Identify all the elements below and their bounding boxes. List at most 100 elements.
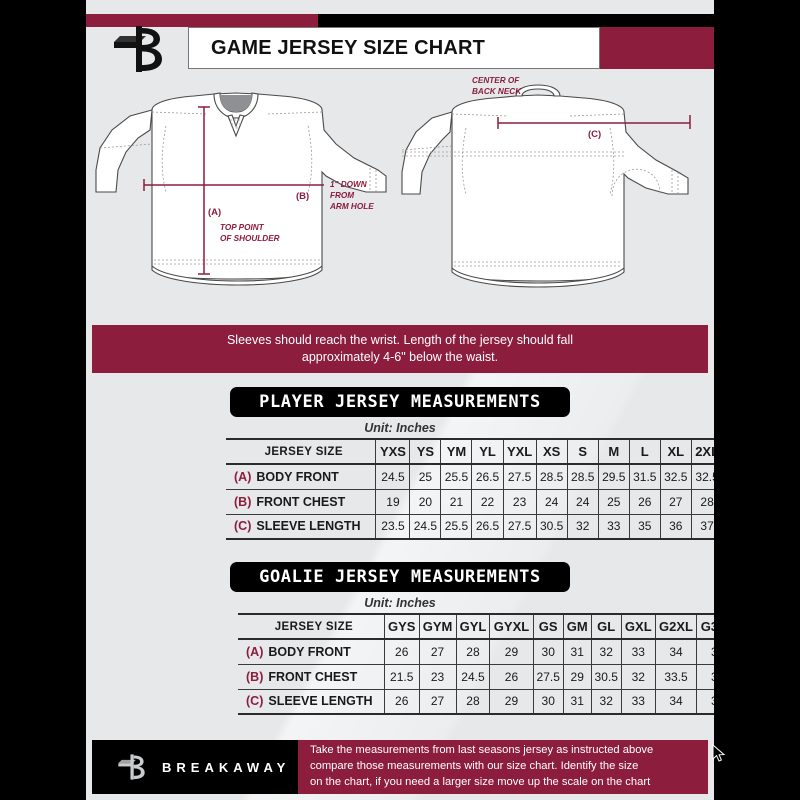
table-row: (B)FRONT CHEST192021222324242526272829	[226, 488, 714, 515]
measurement-cell: 24	[535, 488, 568, 515]
fit-note-line-1: Sleeves should reach the wrist. Length o…	[226, 333, 574, 348]
player-column-header: YXL	[502, 438, 537, 465]
measurement-cell: 34	[654, 688, 698, 715]
measurement-cell: 30	[532, 688, 564, 715]
goalie-row-header: JERSEY SIZE	[238, 613, 385, 640]
measurement-cell: 23.5	[375, 513, 411, 540]
measurement-cell: 30.5	[590, 663, 622, 690]
measurement-cell: 28	[455, 688, 491, 715]
goalie-column-header: GYS	[383, 613, 420, 640]
goalie-row-label: (B) FRONT CHEST	[238, 663, 385, 690]
measurement-cell: 36	[659, 513, 692, 540]
back-label-c-line2: BACK NECK	[472, 87, 522, 96]
measurement-cell: 26.5	[471, 463, 504, 490]
footer-logo-block: BREAKAWAY	[92, 740, 298, 794]
front-label-b-line1: 1" DOWN	[330, 180, 368, 189]
measurement-cell: 28.5	[535, 463, 568, 490]
measurement-cell: 21.5	[383, 663, 420, 690]
measurement-cell: 32.5	[690, 463, 714, 490]
footer-instruction-line-2: compare those measurements with our size…	[310, 760, 639, 773]
breakaway-b-logo-icon	[114, 752, 148, 782]
measurement-cell: 25.5	[440, 513, 473, 540]
table-row: (C) SLEEVE LENGTH 23.5 24.5 25.5 26.5 27.5 30.5…	[226, 513, 714, 540]
front-label-a-line2: OF SHOULDER	[220, 234, 280, 243]
measurement-cell: 28	[455, 638, 491, 665]
measurement-cell: 32	[566, 513, 599, 540]
measurement-cell: 26	[489, 663, 534, 690]
measurement-cell: 23	[418, 663, 457, 690]
goalie-row-label: (A) BODY FRONT	[238, 638, 385, 665]
measurement-cell: 24.5	[375, 463, 411, 490]
player-measurements-table: JERSEY SIZEYXSYSYMYLYXLXSSMLXL2XL3XL (A)…	[226, 438, 714, 540]
measurement-cell: 31	[562, 688, 592, 715]
goalie-unit-label: Unit: Inches	[364, 596, 436, 610]
goalie-column-header: GYXL	[489, 613, 534, 640]
measurement-cell: 26	[383, 638, 420, 665]
goalie-measurements-table: JERSEY SIZEGYSGYMGYLGYXLGSGMGLGXLG2XLG3X…	[238, 613, 714, 715]
goalie-section-title: GOALIE JERSEY MEASUREMENTS	[230, 562, 570, 592]
player-column-header: S	[566, 438, 599, 465]
footer-instruction-line-1: Take the measurements from last seasons …	[310, 744, 654, 757]
jersey-diagrams: .jo { fill:#ffffff; stroke:#4a4a4a; stro…	[86, 74, 714, 316]
player-section-title: PLAYER JERSEY MEASUREMENTS	[230, 387, 570, 417]
measurement-cell: 30	[532, 638, 564, 665]
measurement-tag: (C)	[246, 694, 264, 709]
player-column-header: YXS	[375, 438, 411, 465]
footer-brand-name: BREAKAWAY	[162, 759, 291, 775]
back-label-c-line1: CENTER OF	[472, 76, 520, 85]
measurement-cell: 26	[383, 688, 420, 715]
header-top-bar	[86, 14, 714, 27]
measurement-cell: 19	[375, 488, 411, 515]
measurement-cell: 33	[620, 688, 656, 715]
measurement-cell: 33	[597, 513, 630, 540]
measurement-cell: 32	[590, 688, 622, 715]
measurement-cell: 27	[418, 688, 457, 715]
measurement-tag: (B)	[234, 494, 252, 509]
front-label-b-line3: ARM HOLE	[329, 202, 374, 211]
goalie-column-header: GYL	[455, 613, 491, 640]
fit-note-line-2: approximately 4-6" below the waist.	[301, 350, 499, 364]
player-column-header: XL	[659, 438, 692, 465]
measurement-cell: 27.5	[502, 513, 537, 540]
measurement-cell: 27	[659, 488, 692, 515]
player-row-label: (B) FRONT CHEST	[226, 488, 377, 515]
measurement-cell: 24	[566, 488, 599, 515]
goalie-column-header: GS	[532, 613, 564, 640]
measurement-cell: 29	[489, 688, 534, 715]
breakaway-b-logo-icon	[106, 24, 168, 74]
measurement-cell: 22	[471, 488, 504, 515]
measurement-cell: 25	[409, 463, 442, 490]
footer: BREAKAWAY Take the measurements from las…	[92, 740, 708, 794]
measurement-tag: (A)	[234, 469, 252, 484]
footer-instructions: Take the measurements from last seasons …	[298, 740, 708, 794]
front-label-b-tag: (B)	[296, 191, 309, 202]
front-label-a-tag: (A)	[208, 207, 221, 218]
measurement-cell: 35	[696, 688, 714, 715]
goalie-column-header: G2XL	[654, 613, 698, 640]
goalie-column-header: GM	[562, 613, 592, 640]
measurement-cell: 20	[409, 488, 442, 515]
measurement-cell: 32	[590, 638, 622, 665]
table-row: (A) BODY FRONT 24.5 25 25.5 26.5 27.5 28.5 28.5 2…	[226, 463, 714, 490]
measurement-cell: 32.5	[659, 463, 692, 490]
measurement-cell: 27.5	[532, 663, 564, 690]
measurement-cell: 26.5	[471, 513, 504, 540]
player-table-head: JERSEY SIZEYXSYSYMYLYXLXSSMLXL2XL3XL	[226, 438, 714, 465]
goalie-column-header: GXL	[620, 613, 656, 640]
measurement-cell: 35	[696, 663, 714, 690]
measurement-cell: 35	[628, 513, 661, 540]
player-column-header: YL	[471, 438, 504, 465]
measurement-cell: 34	[654, 638, 698, 665]
goalie-table-head: JERSEY SIZEGYSGYMGYLGYXLGSGMGLGXLG2XLG3X…	[238, 613, 714, 640]
goalie-column-header: GL	[590, 613, 622, 640]
front-label-b-line2: FROM	[330, 191, 354, 200]
measurement-cell: 31	[562, 638, 592, 665]
goalie-table-body: (A)BODY FRONT26272829303132333435(B)FRON…	[238, 638, 714, 715]
footer-instruction-line-3: on the chart, if you need a larger size …	[310, 775, 651, 788]
measurement-cell: 30.5	[535, 513, 568, 540]
measurement-cell: 24.5	[409, 513, 442, 540]
player-unit-label: Unit: Inches	[364, 421, 436, 435]
measurement-cell: 24.5	[455, 663, 491, 690]
measurement-cell: 33.5	[654, 663, 698, 690]
